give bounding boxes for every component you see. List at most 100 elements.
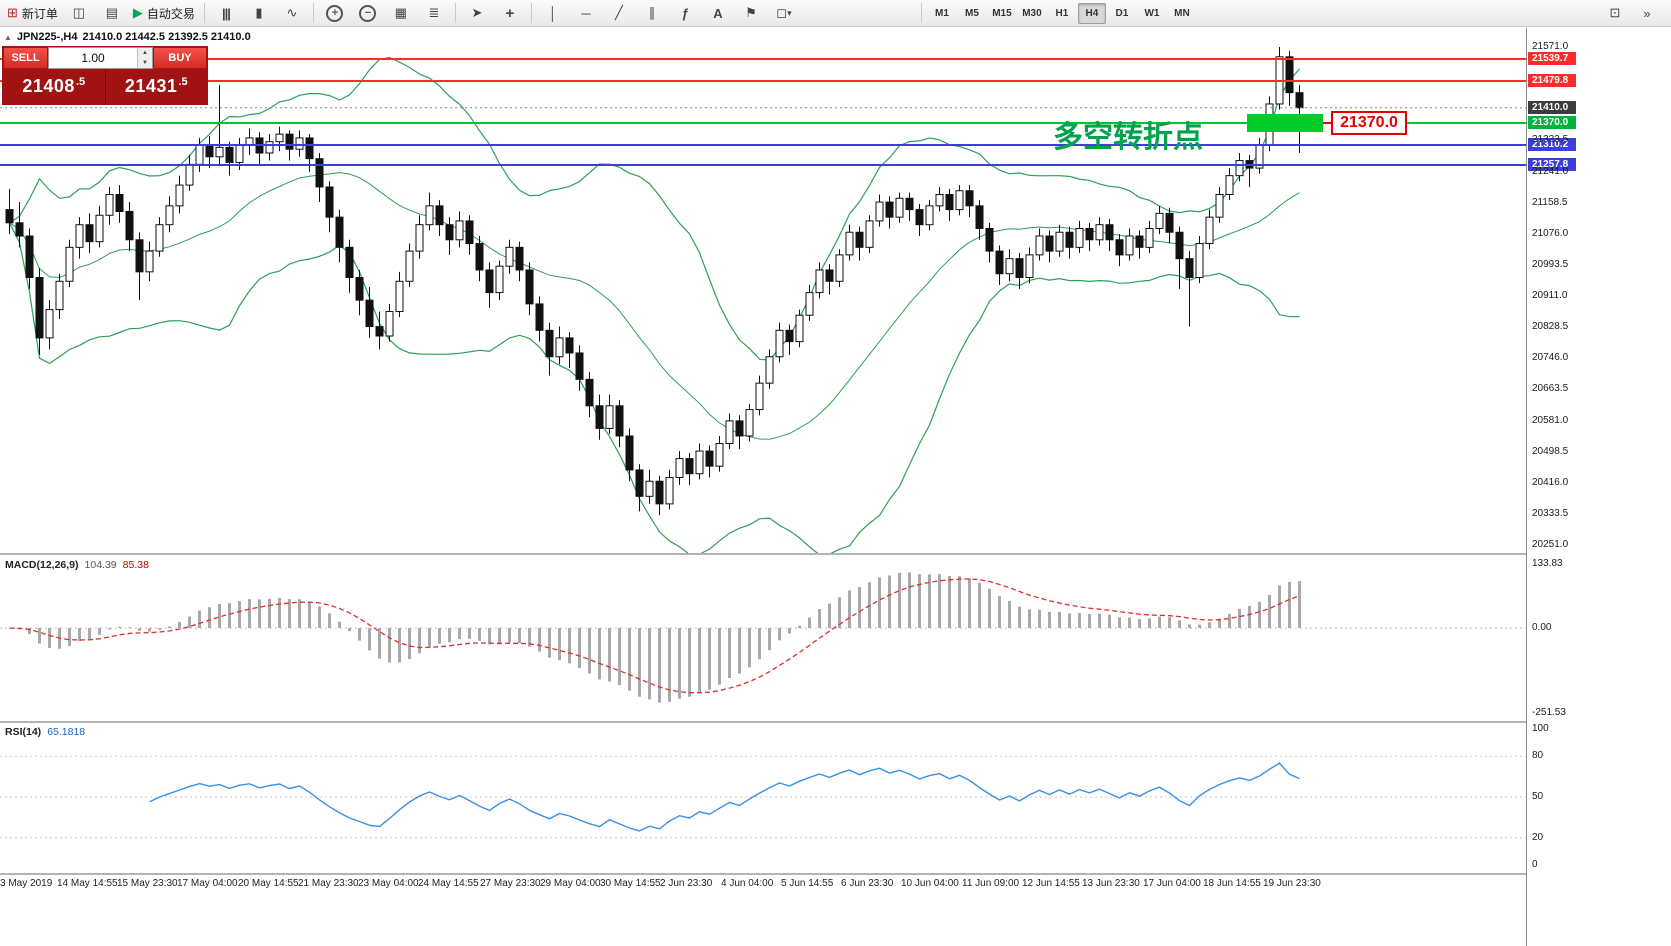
- tile-windows-button[interactable]: ▦: [385, 1, 417, 25]
- crosshair-button[interactable]: +: [494, 1, 526, 25]
- toolbar-separator: [203, 3, 205, 23]
- indicators-button[interactable]: ≣: [418, 1, 450, 25]
- buy-button[interactable]: BUY: [153, 47, 207, 69]
- timeframe-button-W1[interactable]: W1: [1144, 7, 1160, 19]
- price-divider: [104, 69, 106, 104]
- date-label: 15 May 23:30: [117, 878, 178, 889]
- horizontal-line-object-21310.2[interactable]: [0, 144, 1526, 147]
- zone-rectangle-annotation[interactable]: [1247, 114, 1323, 132]
- candlestick-chart-button[interactable]: ▮: [243, 1, 275, 25]
- chart-shift-icon: ⊡: [1609, 5, 1621, 20]
- macd-signal-value: 85.38: [122, 559, 149, 571]
- shapes-dropdown-button[interactable]: ◻ ▾: [768, 1, 800, 25]
- arrow-label-button[interactable]: ⚑: [735, 1, 767, 25]
- zoom-in-icon: +: [326, 4, 344, 22]
- toolbar-separator: [920, 3, 922, 23]
- zoom-out-icon: −: [359, 4, 377, 22]
- timeframe-button-MN[interactable]: MN: [1174, 7, 1190, 19]
- toolbar-overflow-button[interactable]: »: [1631, 1, 1663, 25]
- line-chart-icon: ∿: [286, 5, 298, 20]
- vertical-line-button[interactable]: │: [537, 1, 569, 25]
- fibonacci-button[interactable]: ƒ: [669, 1, 701, 25]
- sell-button[interactable]: SELL: [3, 47, 48, 69]
- zoom-out-button[interactable]: −: [352, 1, 384, 25]
- price-tag-connector: [1323, 121, 1332, 124]
- quick-trade-toggle-icon[interactable]: ▲: [4, 32, 12, 42]
- horizontal-line-object-21370[interactable]: [0, 121, 1526, 124]
- symbol-period-label: JPN225-,H4: [16, 31, 78, 43]
- timeframe-button-M1[interactable]: M1: [934, 7, 949, 19]
- macd-pane: MACD(12,26,9) 104.39 85.38: [0, 556, 1526, 721]
- price-axis-label: 20333.5: [1532, 507, 1569, 519]
- rsi-value: 65.1818: [47, 726, 86, 738]
- price-axis-label: 21323.5: [1532, 134, 1569, 146]
- price-line-tag: 21370.0: [1528, 115, 1576, 129]
- rsi-axis-label: 100: [1532, 723, 1549, 734]
- pane-separator: [0, 873, 1671, 875]
- chart-window-button[interactable]: ◫: [63, 1, 95, 25]
- volume-down-icon[interactable]: ▼: [138, 58, 152, 68]
- timeframe-button-M15[interactable]: M15: [992, 7, 1012, 19]
- pane-separator[interactable]: [0, 721, 1671, 723]
- date-label: 14 May 14:55: [57, 878, 118, 889]
- volume-value[interactable]: 1.00: [81, 51, 105, 65]
- horizontal-line-button[interactable]: ─: [570, 1, 602, 25]
- time-axis[interactable]: 3 May 2019 14 May 14:55 15 May 23:30 17 May…: [0, 875, 1526, 895]
- equidistant-channel-icon: ∥: [648, 5, 656, 20]
- new-order-button[interactable]: ⊞ 新订单: [3, 1, 62, 25]
- date-label: 11 Jun 09:00: [962, 878, 1020, 889]
- timeframe-button-D1[interactable]: D1: [1115, 7, 1129, 19]
- buy-price[interactable]: 21431.5: [124, 75, 188, 97]
- macd-signal-line: [9, 578, 1300, 694]
- price-chart-pane: [0, 28, 1526, 553]
- price-line-tag: 21310.2: [1528, 138, 1576, 152]
- new-order-icon: ⊞: [7, 5, 18, 20]
- price-axis-label: 20911.0: [1532, 290, 1568, 301]
- price-axis-label: 20251.0: [1532, 539, 1569, 550]
- timeframe-group: M1 M5 M15 M30 H1 H4 D1 W1 MN: [927, 2, 1197, 24]
- rsi-axis-label: 0: [1532, 859, 1538, 870]
- volume-up-icon[interactable]: ▲: [138, 48, 152, 58]
- price-axis-label: 21241.0: [1532, 165, 1569, 177]
- horizontal-line-object-21479.8[interactable]: [0, 80, 1526, 83]
- trendline-icon: ╱: [615, 5, 623, 20]
- date-label: 17 May 04:00: [177, 878, 238, 889]
- sell-price[interactable]: 21408.5: [22, 75, 86, 97]
- price-chart-svg: [0, 47, 1526, 553]
- turning-point-annotation[interactable]: 多空转折点: [1053, 121, 1203, 155]
- horizontal-line-object-21257.8[interactable]: [0, 164, 1526, 167]
- zoom-in-button[interactable]: +: [319, 1, 351, 25]
- cursor-button[interactable]: ➤: [461, 1, 493, 25]
- pane-separator[interactable]: [0, 553, 1671, 555]
- macd-histogram: [18, 572, 1301, 703]
- price-tag-annotation[interactable]: 21370.0: [1331, 110, 1407, 135]
- toolbar-separator: [312, 3, 314, 23]
- chart-shift-button[interactable]: ⊡: [1599, 1, 1631, 25]
- date-label: 30 May 14:55: [600, 878, 661, 889]
- ohlc-values: 21410.0 21442.5 21392.5 21410.0: [82, 31, 251, 43]
- macd-svg: [0, 572, 1526, 703]
- timeframe-button-H1[interactable]: H1: [1055, 7, 1069, 19]
- volume-spinner[interactable]: 1.00 ▲ ▼: [48, 47, 153, 69]
- text-tool-button[interactable]: A: [702, 1, 734, 25]
- macd-main-value: 104.39: [84, 559, 117, 571]
- price-axis-label: 20828.5: [1532, 321, 1569, 333]
- crosshair-icon: +: [505, 4, 515, 22]
- tile-windows-icon: ▦: [394, 5, 408, 20]
- horizontal-line-object-21539.7[interactable]: [0, 57, 1526, 60]
- rsi-pane: RSI(14) 65.1818: [0, 723, 1526, 873]
- line-chart-button[interactable]: ∿: [276, 1, 308, 25]
- bollinger-bands: [8, 56, 1300, 553]
- bar-chart-button[interactable]: |||: [210, 1, 242, 25]
- timeframe-button-M30[interactable]: M30: [1022, 7, 1042, 19]
- price-axis[interactable]: 21539.7 21479.8 21370.0 21310.2 21257.8 21410…: [1526, 28, 1671, 946]
- equidistant-channel-button[interactable]: ∥: [636, 1, 668, 25]
- date-label: 10 Jun 04:00: [901, 878, 959, 889]
- autotrading-button[interactable]: ▶ 自动交易: [129, 1, 199, 25]
- timeframe-button-H4[interactable]: H4: [1077, 2, 1106, 24]
- trendline-button[interactable]: ╱: [603, 1, 635, 25]
- timeframe-button-M5[interactable]: M5: [964, 7, 979, 19]
- profiles-button[interactable]: ▤: [96, 1, 128, 25]
- shapes-icon: ◻: [776, 5, 788, 20]
